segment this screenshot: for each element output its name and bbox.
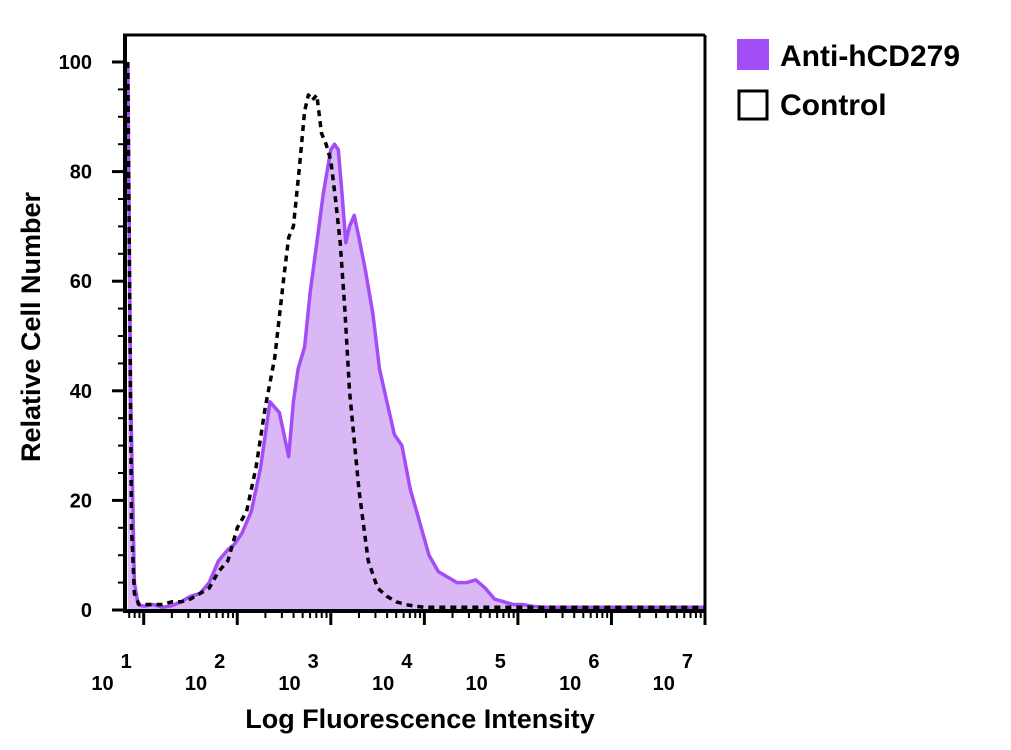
x-tick-label: 105 [466, 651, 506, 695]
legend: Anti-hCD279 Control [737, 39, 960, 122]
y-tick-label: 100 [59, 52, 92, 74]
y-axis-title: Relative Cell Number [16, 191, 46, 462]
legend-swatch-control [737, 89, 769, 121]
y-tick-label: 60 [70, 271, 92, 293]
series-anti-hcd279-fill [127, 62, 706, 610]
plot-area [126, 61, 706, 610]
y-tick-label: 20 [70, 490, 92, 512]
x-tick-label: 106 [559, 651, 599, 695]
y-tick-label: 0 [81, 600, 92, 622]
y-tick-label: 80 [70, 162, 92, 184]
x-tick-label: 101 [91, 651, 131, 695]
series-control-line [126, 61, 705, 610]
x-tick-label: 103 [278, 651, 318, 695]
legend-label-control: Control [780, 89, 887, 122]
legend-label-anti-hcd279: Anti-hCD279 [780, 40, 960, 73]
y-tick-label: 40 [70, 381, 92, 403]
axes [112, 33, 707, 625]
x-axis-title: Log Fluorescence Intensity [245, 704, 595, 734]
legend-swatch-anti-hcd279 [737, 39, 769, 70]
x-tick-label: 107 [653, 651, 693, 695]
x-tick-label: 102 [185, 651, 225, 695]
x-tick-label: 104 [372, 651, 413, 695]
